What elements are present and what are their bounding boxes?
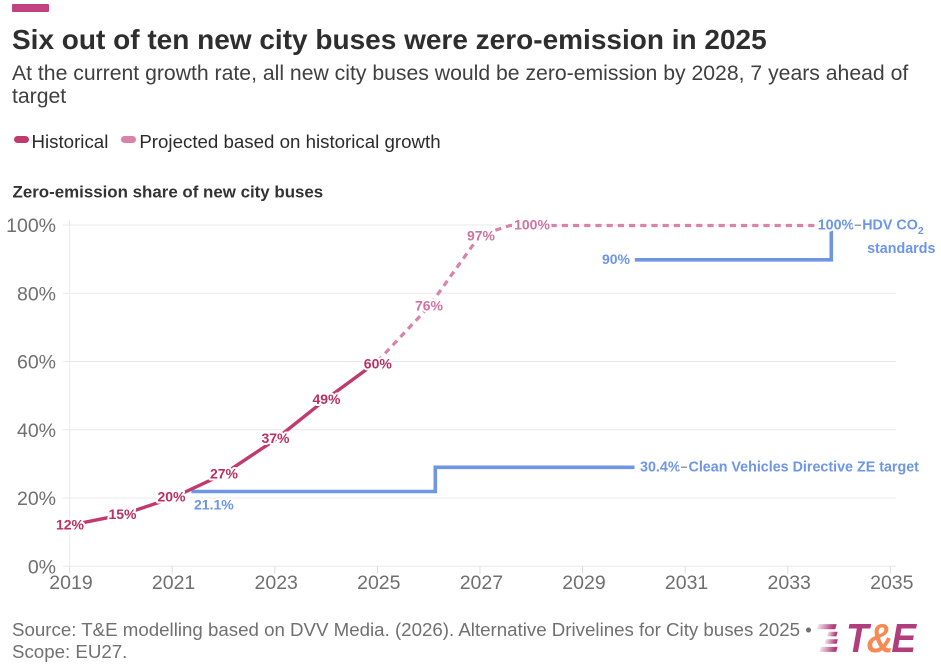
svg-text:2019: 2019 [49,572,92,594]
svg-text:0%: 0% [28,556,56,578]
svg-text:15%: 15% [108,506,137,522]
svg-text:12%: 12% [56,517,85,533]
svg-text:97%: 97% [467,228,496,244]
svg-text:100%–HDV CO2: 100%–HDV CO2 [818,218,924,238]
svg-text:20%: 20% [157,489,186,505]
svg-text:80%: 80% [17,283,56,305]
svg-text:100%: 100% [6,215,56,237]
svg-text:2033: 2033 [768,572,811,594]
svg-text:2025: 2025 [357,572,401,594]
svg-text:90%: 90% [602,251,631,267]
svg-text:27%: 27% [210,466,239,482]
svg-text:2027: 2027 [460,572,503,594]
svg-text:30.4%–Clean Vehicles Directive: 30.4%–Clean Vehicles Directive ZE target [640,459,919,475]
svg-text:20%: 20% [17,488,56,510]
svg-text:2035: 2035 [870,572,914,594]
svg-text:2031: 2031 [665,572,708,594]
svg-text:76%: 76% [415,298,444,314]
svg-text:40%: 40% [17,420,56,442]
svg-text:2021: 2021 [152,572,195,594]
svg-text:2023: 2023 [255,572,298,594]
svg-text:2029: 2029 [562,572,605,594]
svg-text:T&E: T&E [846,616,917,661]
svg-text:Zero-emission share of new cit: Zero-emission share of new city buses [13,183,324,202]
svg-text:21.1%: 21.1% [194,497,234,513]
svg-text:37%: 37% [261,430,290,446]
svg-text:standards: standards [867,241,935,257]
svg-text:49%: 49% [312,391,341,407]
svg-text:100%: 100% [514,217,550,233]
svg-text:60%: 60% [17,352,56,374]
svg-text:60%: 60% [364,356,393,372]
